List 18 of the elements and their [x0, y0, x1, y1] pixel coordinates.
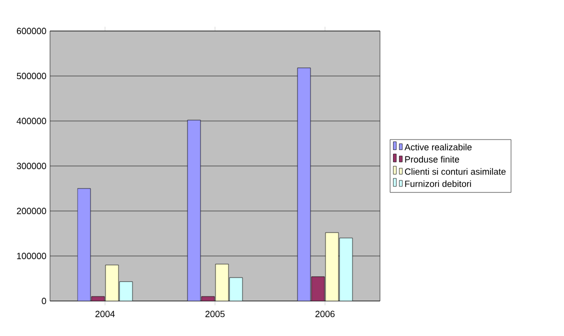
bar — [325, 232, 339, 301]
y-tick-label: 0 — [42, 298, 46, 304]
legend-label: Furnizori debitori — [405, 180, 471, 188]
legend-label: Clienti si conturi asimilate — [404, 168, 506, 175]
bar — [215, 264, 229, 301]
legend-label: Active realizabile — [404, 144, 472, 150]
bar — [339, 238, 353, 301]
x-tick-label: 2006 — [315, 310, 335, 318]
legend-label: Produse finite — [405, 156, 460, 163]
y-tick-label: 300000 — [16, 162, 46, 170]
x-tick-label: 2004 — [95, 310, 115, 318]
y-tick-label: 500000 — [16, 72, 46, 80]
bar — [105, 264, 119, 301]
y-tick-label: 100000 — [17, 252, 46, 260]
y-tick-label: 400000 — [16, 118, 46, 124]
y-tick-label: 200000 — [16, 208, 46, 214]
x-tick-label: 2005 — [205, 310, 225, 318]
y-tick-label: 600000 — [16, 28, 46, 34]
